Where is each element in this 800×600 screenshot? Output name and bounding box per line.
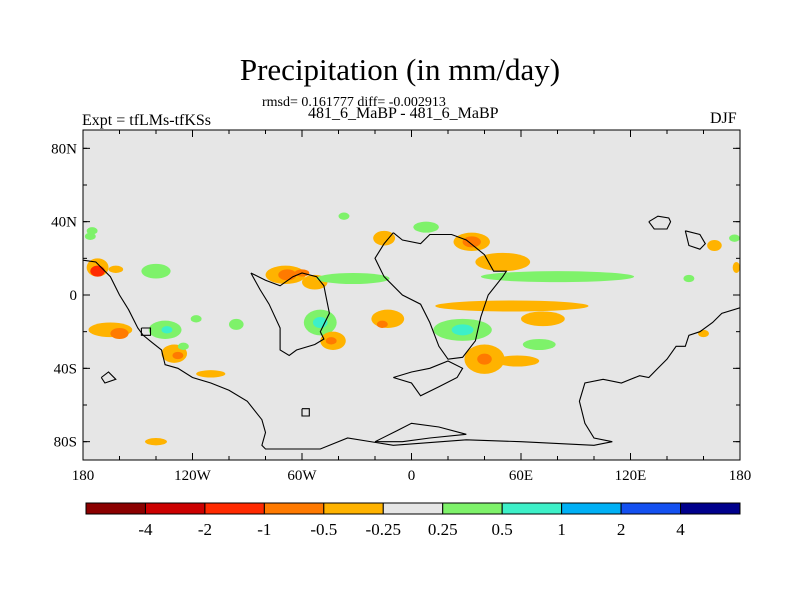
y-tick-label-3: 40S <box>54 361 77 377</box>
anomaly-blob-25 <box>413 221 439 233</box>
anomaly-blob-36 <box>522 339 556 350</box>
season-label: DJF <box>710 110 737 127</box>
colorbar-label-9: 4 <box>676 520 685 539</box>
colorbar-box-1 <box>144 502 206 515</box>
anomaly-layer <box>84 212 740 446</box>
anomaly-blob-22 <box>373 230 396 246</box>
anomaly-blob-27 <box>462 236 481 248</box>
anomaly-blob-11 <box>145 438 167 446</box>
y-axis: 80N 40N 0 40S 80S <box>51 141 740 451</box>
coastline-5 <box>100 371 117 384</box>
anomaly-blob-21 <box>338 212 350 220</box>
colorbar-label-0: -4 <box>138 520 153 539</box>
map-background <box>83 130 740 460</box>
colorbar-box-3 <box>263 502 325 515</box>
anomaly-blob-14 <box>278 269 297 281</box>
colorbar-box-6 <box>442 502 503 515</box>
coastline-6 <box>648 215 672 230</box>
y-tick-label-0: 80N <box>51 141 77 157</box>
anomaly-blob-23 <box>371 309 405 329</box>
coastline-2 <box>374 232 508 360</box>
anomaly-blob-42 <box>86 227 98 235</box>
x-tick-label-1: 120W <box>174 468 212 484</box>
coastline-0 <box>83 259 740 450</box>
anomaly-blob-29 <box>480 271 635 283</box>
x-axis: 180 120W 60W 0 60E 120E 180 <box>72 130 752 484</box>
chart-title: Precipitation (in mm/day) <box>239 52 561 87</box>
anomaly-blob-38 <box>683 274 695 283</box>
y-tick-label-4: 80S <box>54 435 77 451</box>
coastline-4 <box>374 422 467 443</box>
x-tick-label-2: 60W <box>287 468 317 484</box>
colorbar-label-5: 0.25 <box>428 520 458 539</box>
colorbar: -4 -2 -1 -0.5 -0.25 0.25 0.5 1 2 4 <box>85 502 741 539</box>
colorbar-box-4 <box>323 502 384 515</box>
coastline-7 <box>684 230 706 250</box>
anomaly-blob-20 <box>316 273 390 284</box>
y-tick-label-1: 40N <box>51 215 77 231</box>
anomaly-blob-28 <box>475 252 531 272</box>
colorbar-box-7 <box>501 502 563 515</box>
y-tick-label-2: 0 <box>70 288 78 304</box>
coastline-8 <box>140 327 152 336</box>
anomaly-blob-35 <box>521 311 565 327</box>
anomaly-blob-9 <box>141 263 171 279</box>
anomaly-blob-41 <box>732 262 740 273</box>
colorbar-box-5 <box>382 502 444 515</box>
experiment-label: Expt = tfLMs-tfKSs <box>82 112 212 129</box>
colorbar-label-2: -1 <box>257 520 271 539</box>
coastline-1 <box>250 272 330 357</box>
anomaly-blob-40 <box>729 234 740 242</box>
stats-text: rmsd= 0.161777 diff= -0.002913 <box>262 95 446 110</box>
coastline-9 <box>301 408 310 417</box>
chart-subtitle: 481_6_MaBP - 481_6_MaBP <box>308 105 499 122</box>
anomaly-blob-32 <box>451 324 474 336</box>
colorbar-label-3: -0.5 <box>310 520 337 539</box>
colorbar-box-9 <box>620 502 682 515</box>
anomaly-blob-34 <box>477 353 492 365</box>
x-tick-label-4: 60E <box>509 468 533 484</box>
colorbar-label-1: -2 <box>198 520 212 539</box>
colorbar-box-8 <box>561 502 622 515</box>
anomaly-blob-2 <box>84 232 96 240</box>
x-tick-label-6: 180 <box>729 468 752 484</box>
x-tick-label-5: 120E <box>615 468 647 484</box>
colorbar-label-6: 0.5 <box>492 520 513 539</box>
x-tick-label-3: 0 <box>408 468 416 484</box>
colorbar-box-0 <box>85 502 146 515</box>
anomaly-blob-24 <box>376 320 388 329</box>
anomaly-blob-46 <box>177 342 189 351</box>
colorbar-box-10 <box>680 502 741 515</box>
anomaly-blob-45 <box>190 315 202 323</box>
colorbar-label-8: 2 <box>617 520 626 539</box>
anomaly-blob-1 <box>90 265 105 277</box>
anomaly-blob-37 <box>495 355 540 367</box>
coastline-3 <box>393 360 464 397</box>
anomaly-blob-47 <box>698 329 709 338</box>
anomaly-blob-10 <box>229 318 244 330</box>
coastline-layer <box>83 215 740 450</box>
anomaly-blob-39 <box>707 240 722 251</box>
colorbar-label-7: 1 <box>557 520 566 539</box>
x-tick-label-0: 180 <box>72 468 95 484</box>
anomaly-blob-12 <box>196 370 226 378</box>
anomaly-blob-6 <box>161 326 173 334</box>
anomaly-blob-19 <box>325 337 337 345</box>
anomaly-blob-8 <box>172 351 184 360</box>
colorbar-box-2 <box>204 502 265 515</box>
anomaly-blob-4 <box>110 328 129 339</box>
anomaly-blob-30 <box>435 300 589 312</box>
colorbar-label-4: -0.25 <box>366 520 401 539</box>
anomaly-blob-43 <box>108 265 124 274</box>
